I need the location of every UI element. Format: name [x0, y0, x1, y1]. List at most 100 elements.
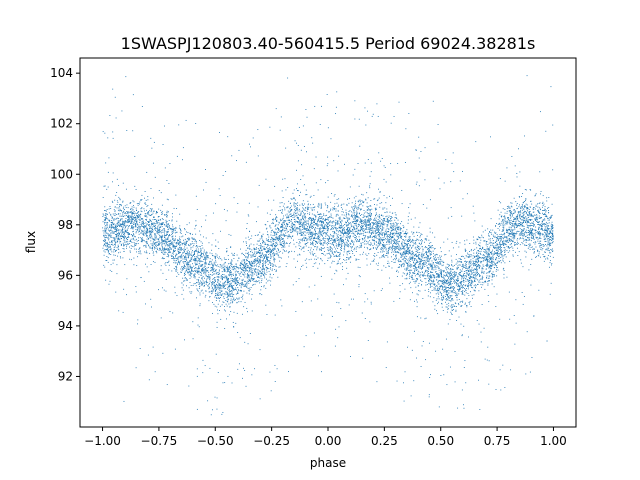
data-point [327, 196, 329, 198]
data-point [388, 262, 390, 264]
data-point [549, 231, 551, 233]
data-point [297, 260, 298, 262]
data-point [319, 124, 321, 125]
data-point [370, 223, 372, 224]
data-point [298, 221, 300, 223]
data-point [258, 270, 260, 272]
data-point [256, 265, 258, 267]
data-point [387, 240, 389, 242]
data-point [204, 262, 206, 264]
data-point [271, 251, 272, 253]
data-point [431, 251, 432, 253]
data-point [190, 273, 192, 275]
data-point [498, 218, 500, 220]
data-point [538, 229, 540, 231]
data-point [379, 232, 381, 234]
data-point [372, 113, 374, 115]
data-point [453, 279, 455, 281]
data-point [302, 264, 304, 266]
data-point [513, 225, 515, 227]
data-point [352, 241, 354, 243]
data-point [270, 234, 272, 236]
data-point [466, 298, 468, 300]
data-point [154, 219, 155, 220]
data-point [293, 189, 295, 191]
data-point [526, 208, 528, 210]
data-point [541, 226, 543, 228]
data-point [150, 221, 152, 222]
data-point [386, 255, 388, 257]
data-point [224, 280, 226, 282]
data-point [235, 268, 237, 270]
data-point [268, 236, 270, 238]
data-point [441, 299, 443, 301]
data-point [327, 218, 329, 220]
data-point [496, 244, 498, 246]
data-point [434, 247, 436, 249]
data-point [258, 184, 260, 186]
data-point [228, 270, 230, 272]
data-point [456, 299, 458, 301]
data-point [521, 223, 523, 225]
data-point [158, 244, 160, 246]
data-point [506, 220, 508, 222]
data-point [513, 226, 515, 228]
data-point [423, 254, 425, 256]
data-point [380, 248, 382, 250]
data-point [194, 267, 196, 269]
data-point [316, 224, 318, 226]
data-point [501, 215, 503, 217]
data-point [120, 235, 122, 236]
data-point [327, 219, 329, 221]
data-point [336, 235, 338, 237]
data-point [545, 258, 547, 260]
data-point [171, 244, 173, 245]
data-point [331, 262, 333, 264]
data-point [414, 217, 416, 219]
data-point [521, 196, 523, 197]
data-point [279, 235, 281, 237]
data-point [228, 269, 230, 270]
data-point [408, 207, 410, 209]
data-point [388, 265, 390, 267]
data-point [278, 227, 280, 229]
data-point [480, 331, 482, 333]
data-point [146, 228, 148, 230]
data-point [124, 230, 126, 231]
data-point [283, 227, 285, 229]
data-point [377, 231, 378, 233]
data-point [438, 276, 440, 278]
data-point [451, 291, 453, 292]
data-point [197, 324, 199, 326]
data-point [249, 290, 251, 292]
data-point [492, 252, 494, 254]
data-point [412, 265, 414, 267]
data-point [506, 206, 508, 208]
data-point [231, 290, 233, 292]
data-point [109, 241, 110, 243]
data-point [114, 228, 116, 230]
data-point [384, 236, 385, 238]
data-point [244, 276, 246, 278]
data-point [208, 263, 210, 265]
data-point [202, 280, 204, 282]
data-point [280, 244, 282, 246]
data-point [273, 253, 275, 255]
data-point [168, 251, 170, 253]
data-point [186, 253, 188, 255]
data-point [302, 210, 303, 212]
data-point [438, 293, 440, 295]
data-point [193, 271, 195, 272]
data-point [290, 236, 292, 238]
data-point [537, 231, 539, 233]
data-point [175, 269, 176, 271]
data-point [292, 192, 294, 194]
data-point [404, 256, 406, 258]
data-point [367, 237, 369, 239]
data-point [187, 252, 189, 254]
data-point [518, 206, 520, 208]
data-point [366, 221, 368, 223]
data-point [123, 234, 124, 236]
data-point [310, 217, 312, 219]
data-point [199, 240, 201, 241]
